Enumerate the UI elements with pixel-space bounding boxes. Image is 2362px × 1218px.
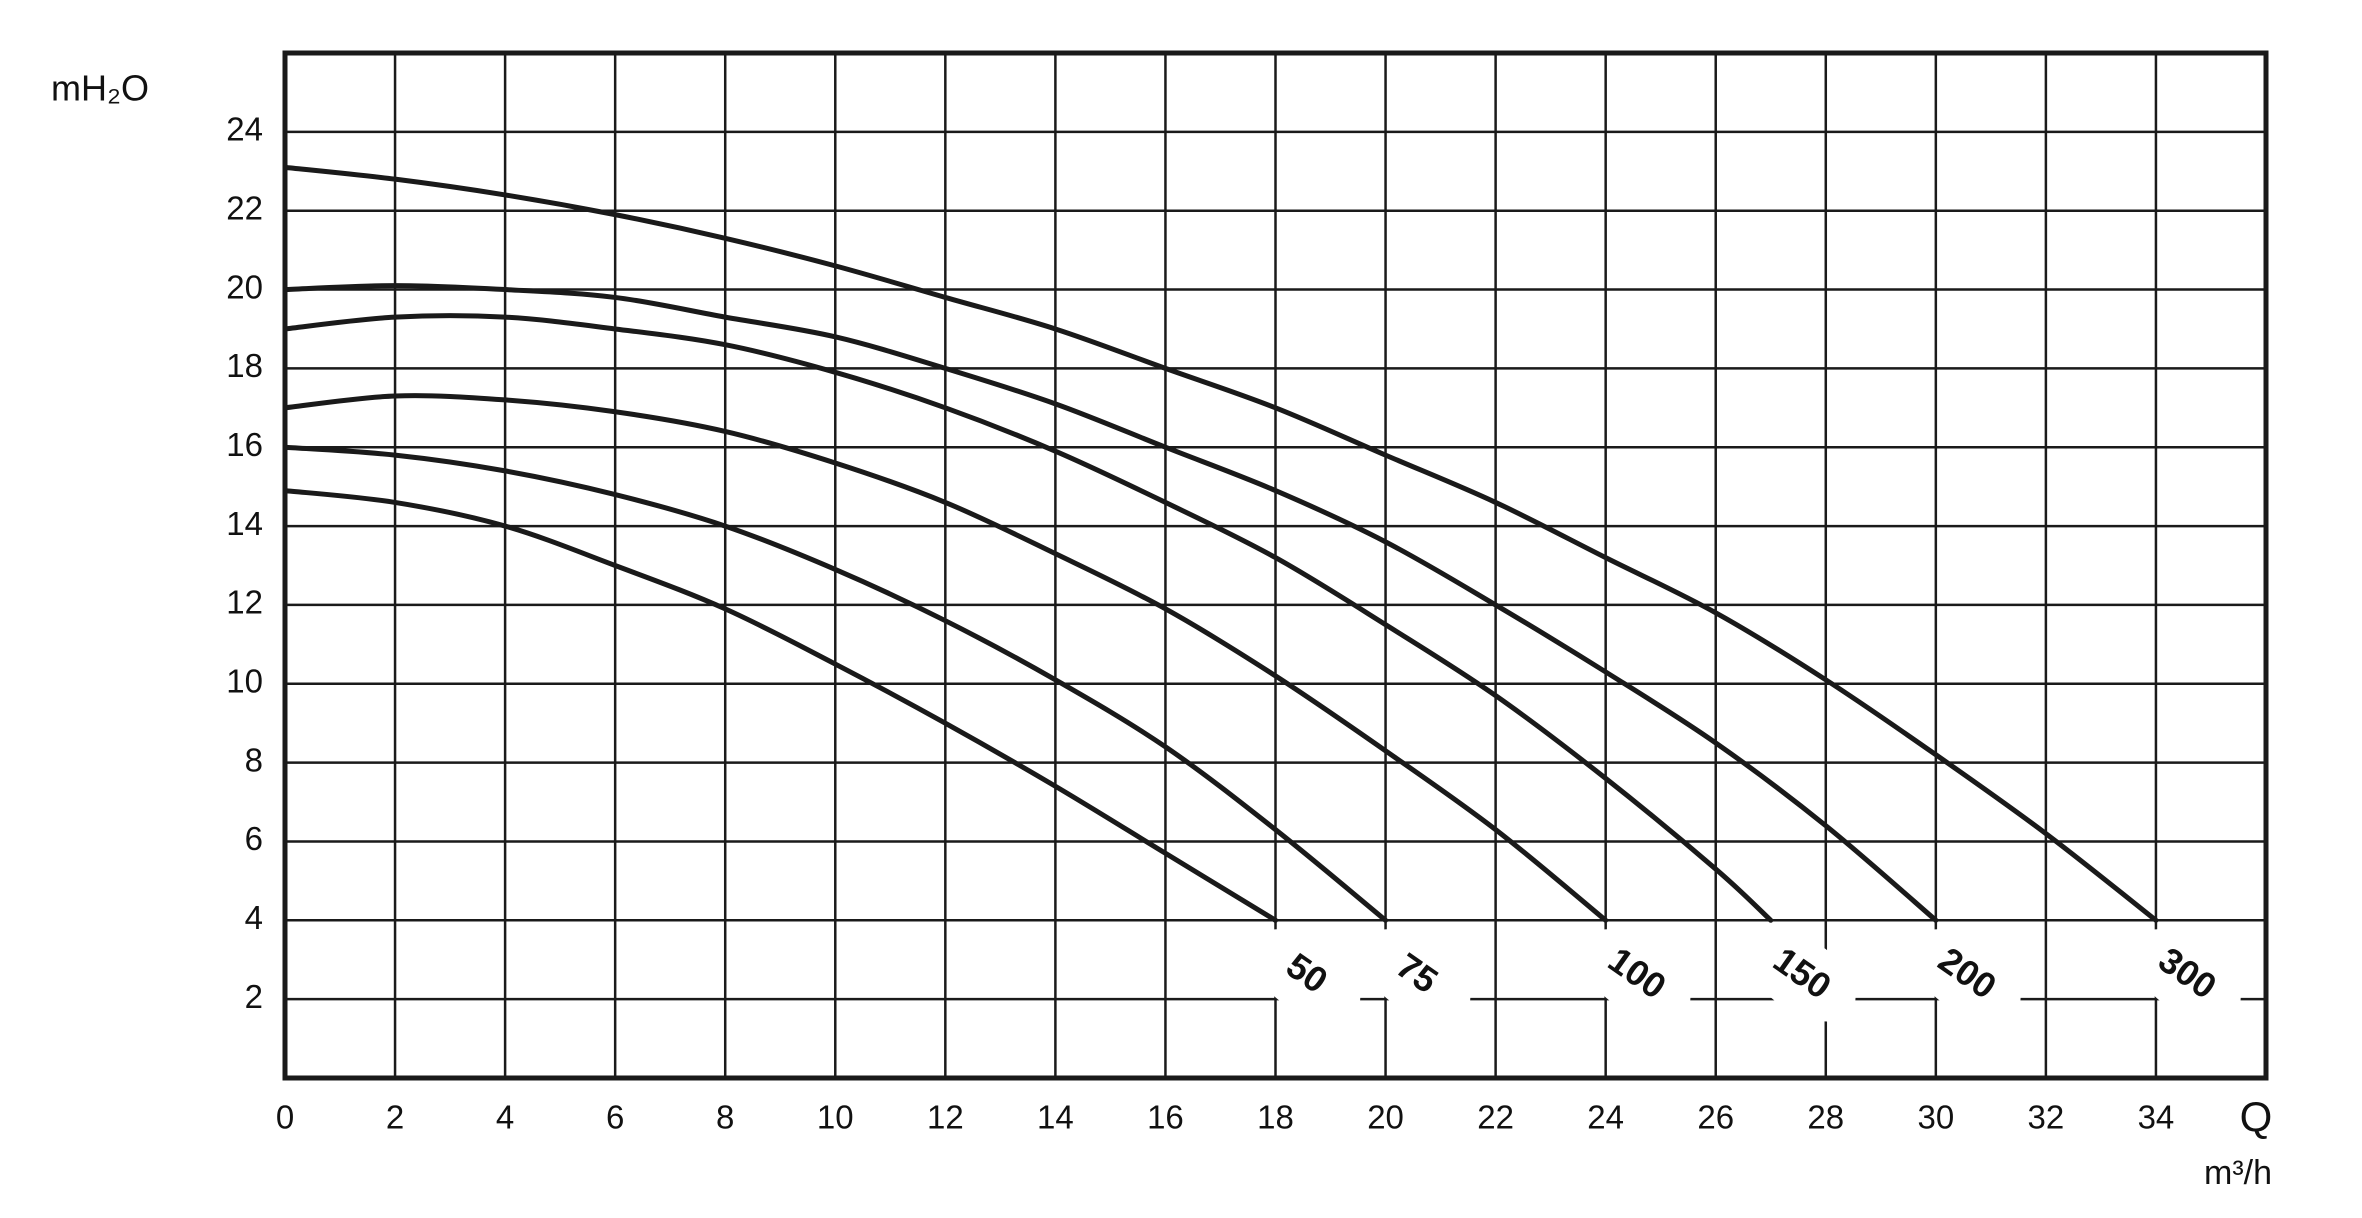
label-halo — [2131, 929, 2241, 1022]
x-tick-label: 34 — [2138, 1099, 2175, 1136]
curve — [282, 444, 1389, 923]
curve — [282, 313, 1774, 923]
label-halo — [1911, 929, 2021, 1022]
curve-label-group: 200 — [1911, 929, 2021, 1022]
curve-label-group: 150 — [1745, 929, 1856, 1022]
curve-label-group: 100 — [1580, 929, 1691, 1022]
y-tick-label: 18 — [226, 347, 263, 384]
curve — [282, 283, 1939, 923]
curve — [282, 488, 1278, 923]
x-tick-label: 28 — [1807, 1099, 1844, 1136]
x-tick-label: 14 — [1037, 1099, 1074, 1136]
y-tick-label: 14 — [226, 505, 263, 542]
y-tick-label: 22 — [226, 189, 263, 226]
x-tick-label: 2 — [386, 1099, 404, 1136]
y-tick-label: 2 — [245, 978, 263, 1015]
x-tick-label: 0 — [276, 1099, 294, 1136]
x-tick-label: 30 — [1917, 1099, 1954, 1136]
x-tick-label: 22 — [1477, 1099, 1514, 1136]
x-tick-label: 24 — [1587, 1099, 1624, 1136]
curve-label-group: 300 — [2131, 929, 2241, 1022]
x-tick-label: 18 — [1257, 1099, 1294, 1136]
y-tick-label: 6 — [245, 820, 263, 857]
x-tick-label: 4 — [496, 1099, 514, 1136]
x-tick-label: 12 — [927, 1099, 964, 1136]
y-tick-label: 4 — [245, 899, 263, 936]
curve — [282, 164, 2159, 923]
x-axis-label: Q — [2240, 1093, 2273, 1140]
x-tick-label: 10 — [817, 1099, 854, 1136]
curve-label-group: 50 — [1250, 929, 1361, 1022]
x-axis-unit: m³/h — [2204, 1154, 2272, 1192]
label-halo — [1250, 929, 1361, 1022]
y-tick-label: 8 — [245, 741, 263, 778]
x-tick-label: 8 — [716, 1099, 734, 1136]
x-tick-label: 6 — [606, 1099, 624, 1136]
x-tick-label: 20 — [1367, 1099, 1404, 1136]
label-halo — [1745, 929, 1856, 1022]
x-tick-label: 26 — [1697, 1099, 1734, 1136]
curve — [282, 393, 1609, 923]
label-halo — [1360, 929, 1471, 1022]
curve-label-group: 75 — [1360, 929, 1471, 1022]
plot-frame — [282, 50, 2269, 1081]
y-tick-label: 16 — [226, 426, 263, 463]
grid — [283, 53, 2266, 1078]
y-tick-label: 12 — [226, 584, 263, 621]
x-tick-label: 32 — [2028, 1099, 2065, 1136]
y-tick-label: 10 — [226, 662, 263, 699]
y-tick-label: 20 — [226, 268, 263, 305]
y-tick-label: 24 — [226, 111, 263, 148]
x-tick-label: 16 — [1147, 1099, 1184, 1136]
label-halo — [1580, 929, 1691, 1022]
y-axis-label: mH₂O — [51, 68, 149, 109]
